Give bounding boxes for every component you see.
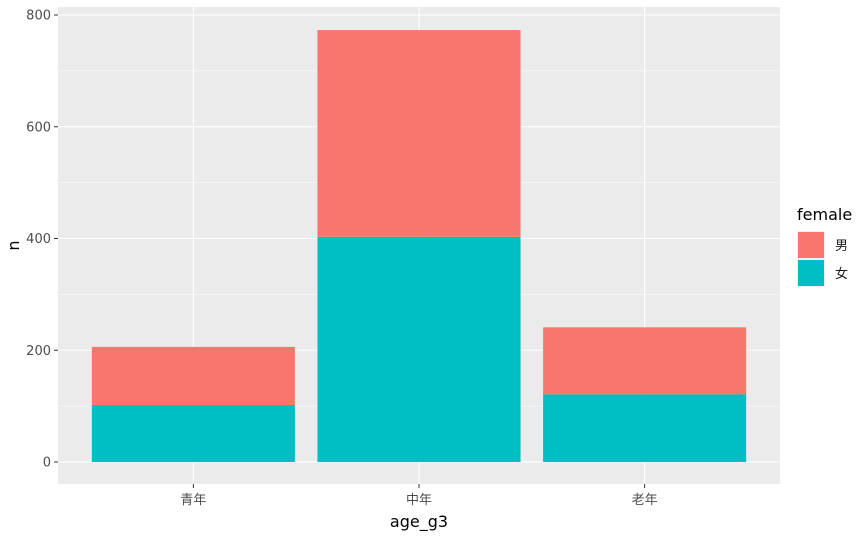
y-tick-label: 800 (26, 9, 51, 24)
bars-layer (91, 30, 747, 462)
y-tick-label: 400 (26, 232, 51, 247)
bar-中年-女 (317, 236, 521, 462)
bar-中年-男 (317, 30, 521, 237)
y-axis-title: n (4, 240, 23, 250)
y-tick-label: 0 (43, 456, 51, 471)
legend-swatch (798, 232, 824, 258)
bar-青年-男 (91, 346, 295, 406)
legend-label: 女 (835, 266, 848, 282)
legend-title: female (797, 205, 852, 224)
x-axis-title: age_g3 (390, 512, 448, 532)
x-tick-label: 中年 (406, 493, 432, 508)
x-tick-label: 老年 (632, 493, 658, 508)
bar-青年-女 (91, 405, 295, 462)
legend-swatch (798, 260, 824, 286)
x-tick-label: 青年 (180, 493, 206, 508)
bar-老年-男 (543, 327, 747, 395)
bar-老年-女 (543, 394, 747, 462)
legend-label: 男 (835, 239, 848, 254)
x-axis: 青年 中年 老年 (180, 484, 658, 508)
y-tick-label: 200 (26, 344, 51, 359)
legend: female 男女 (797, 205, 852, 287)
y-axis: 0 200 400 600 800 (26, 9, 58, 471)
y-tick-label: 600 (26, 120, 51, 135)
